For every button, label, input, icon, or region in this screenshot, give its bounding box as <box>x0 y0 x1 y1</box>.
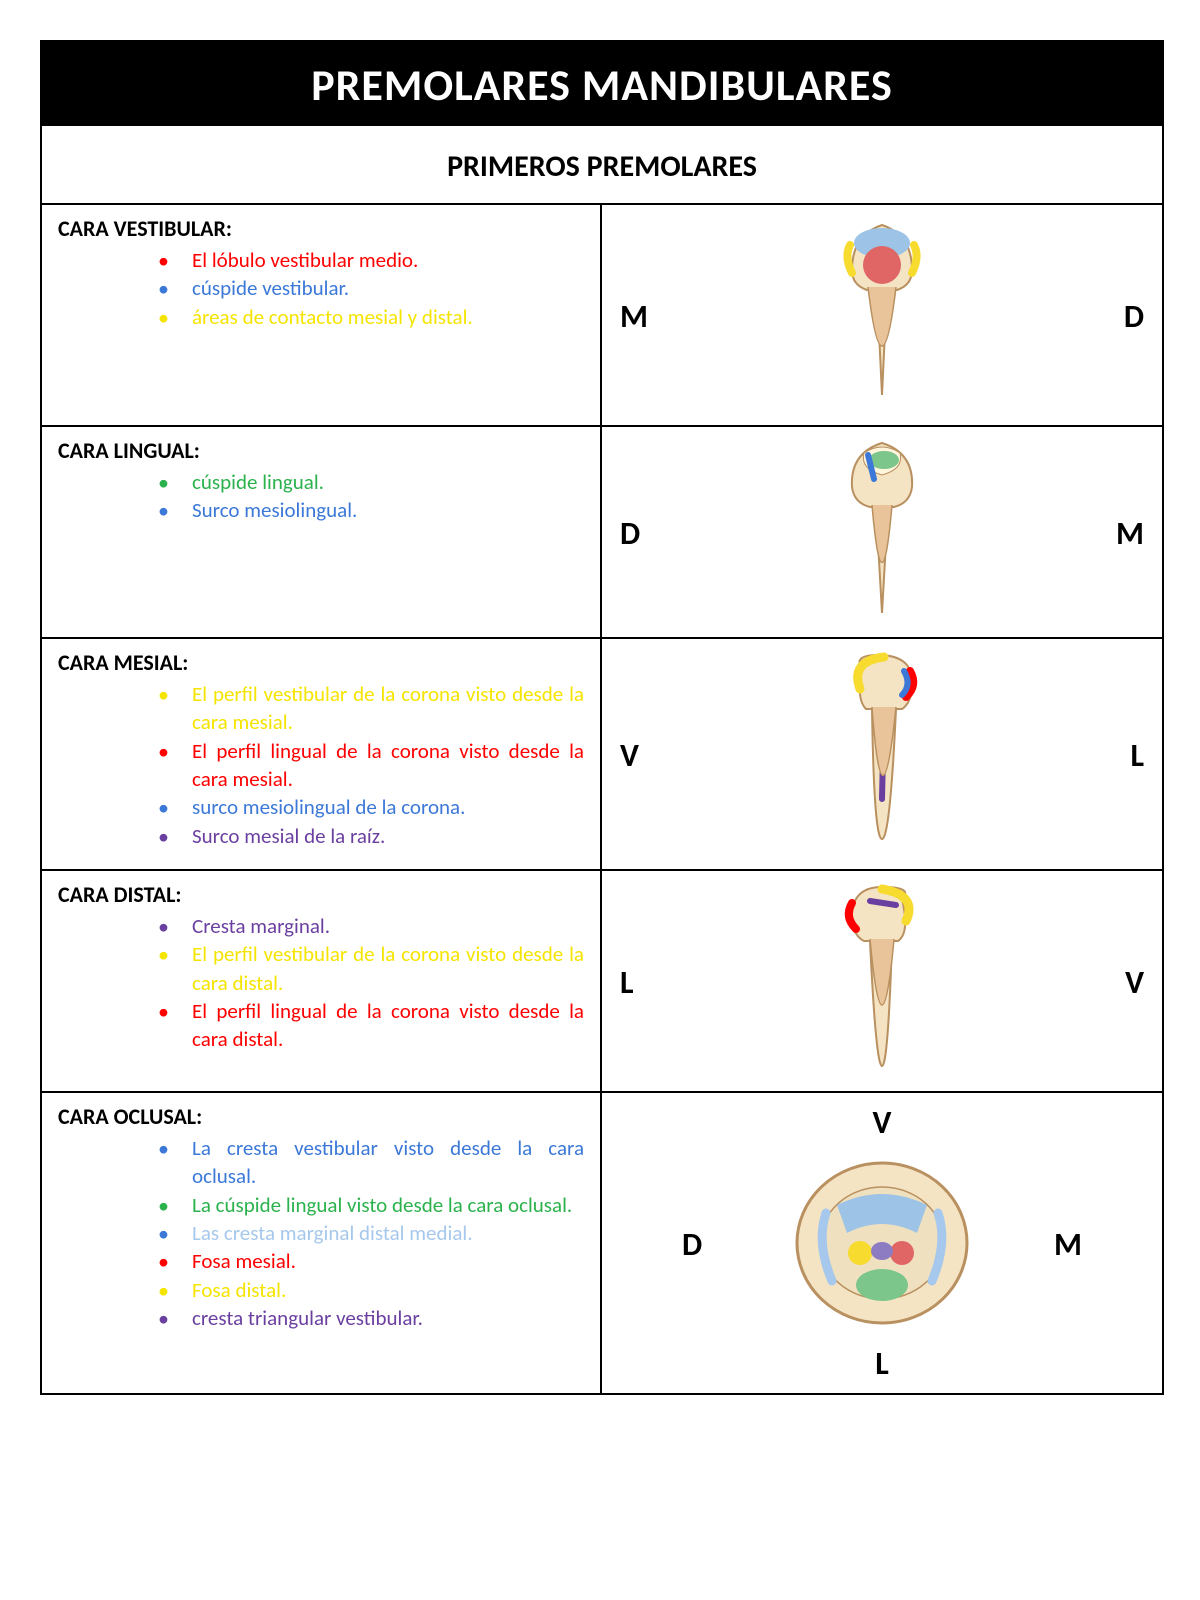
bullet-item: cresta triangular vestibular. <box>158 1304 584 1332</box>
row-heading: CARA OCLUSAL: <box>58 1103 584 1130</box>
bullet-list: Cresta marginal.El perfil vestibular de … <box>58 912 584 1054</box>
bullet-item: Cresta marginal. <box>158 912 584 940</box>
bullet-item: El lóbulo vestibular medio. <box>158 246 584 274</box>
bullet-item: Fosa mesial. <box>158 1247 584 1275</box>
illustration-cell: LV <box>602 871 1162 1091</box>
rows-container: CARA VESTIBULAR: El lóbulo vestibular med… <box>42 205 1162 1393</box>
dir-label-left: V <box>620 736 639 775</box>
bullet-list: cúspide lingual.Surco mesiolingual. <box>58 468 584 525</box>
text-cell: CARA OCLUSAL: La cresta vestibular visto … <box>42 1093 602 1393</box>
dir-label-right: D <box>1124 297 1144 336</box>
sub-title: PRIMEROS PREMOLARES <box>42 126 1162 205</box>
bullet-item: cúspide lingual. <box>158 468 584 496</box>
bullet-item: La cúspide lingual visto desde la cara o… <box>158 1191 584 1219</box>
bullet-item: cúspide vestibular. <box>158 274 584 302</box>
table-row: CARA LINGUAL: cúspide lingual.Surco mesio… <box>42 427 1162 639</box>
text-cell: CARA DISTAL: Cresta marginal.El perfil ve… <box>42 871 602 1091</box>
text-cell: CARA LINGUAL: cúspide lingual.Surco mesio… <box>42 427 602 637</box>
bullet-list: El perfil vestibular de la corona visto … <box>58 680 584 850</box>
dir-label-right: L <box>1130 736 1144 775</box>
bullet-item: La cresta vestibular visto desde la cara… <box>158 1134 584 1191</box>
dir-label-right: M <box>1054 1225 1082 1264</box>
bullet-item: El perfil vestibular de la corona visto … <box>158 940 584 997</box>
bullet-item: El perfil vestibular de la corona visto … <box>158 680 584 737</box>
table-row: CARA OCLUSAL: La cresta vestibular visto … <box>42 1093 1162 1393</box>
dir-label-left: D <box>620 514 640 553</box>
row-heading: CARA VESTIBULAR: <box>58 215 584 242</box>
row-heading: CARA MESIAL: <box>58 649 584 676</box>
text-cell: CARA MESIAL: El perfil vestibular de la c… <box>42 639 602 869</box>
bullet-item: áreas de contacto mesial y distal. <box>158 303 584 331</box>
table-row: CARA VESTIBULAR: El lóbulo vestibular med… <box>42 205 1162 427</box>
bullet-item: surco mesiolingual de la corona. <box>158 793 584 821</box>
bullet-list: El lóbulo vestibular medio.cúspide vesti… <box>58 246 584 331</box>
dir-label-left: M <box>620 297 648 336</box>
text-cell: CARA VESTIBULAR: El lóbulo vestibular med… <box>42 205 602 425</box>
dir-label-top: V <box>873 1103 892 1142</box>
dir-label-left: L <box>620 963 634 1002</box>
illustration-cell: MD <box>602 205 1162 425</box>
bullet-item: El perfil lingual de la corona visto des… <box>158 997 584 1054</box>
bullet-item: Fosa distal. <box>158 1276 584 1304</box>
bullet-item: Surco mesiolingual. <box>158 496 584 524</box>
bullet-list: La cresta vestibular visto desde la cara… <box>58 1134 584 1332</box>
main-title: PREMOLARES MANDIBULARES <box>42 42 1162 126</box>
row-heading: CARA DISTAL: <box>58 881 584 908</box>
dir-label-bottom: L <box>875 1344 889 1383</box>
row-heading: CARA LINGUAL: <box>58 437 584 464</box>
table-row: CARA DISTAL: Cresta marginal.El perfil ve… <box>42 871 1162 1093</box>
dir-label-right: M <box>1116 514 1144 553</box>
document-frame: PREMOLARES MANDIBULARES PRIMEROS PREMOLA… <box>40 40 1164 1395</box>
bullet-item: Surco mesial de la raíz. <box>158 822 584 850</box>
illustration-cell: D M V L <box>602 1093 1162 1393</box>
bullet-item: Las cresta marginal distal medial. <box>158 1219 584 1247</box>
table-row: CARA MESIAL: El perfil vestibular de la c… <box>42 639 1162 871</box>
illustration-cell: VL <box>602 639 1162 869</box>
illustration-cell: DM <box>602 427 1162 637</box>
bullet-item: El perfil lingual de la corona visto des… <box>158 737 584 794</box>
dir-label-left: D <box>682 1225 702 1264</box>
dir-label-right: V <box>1125 963 1144 1002</box>
